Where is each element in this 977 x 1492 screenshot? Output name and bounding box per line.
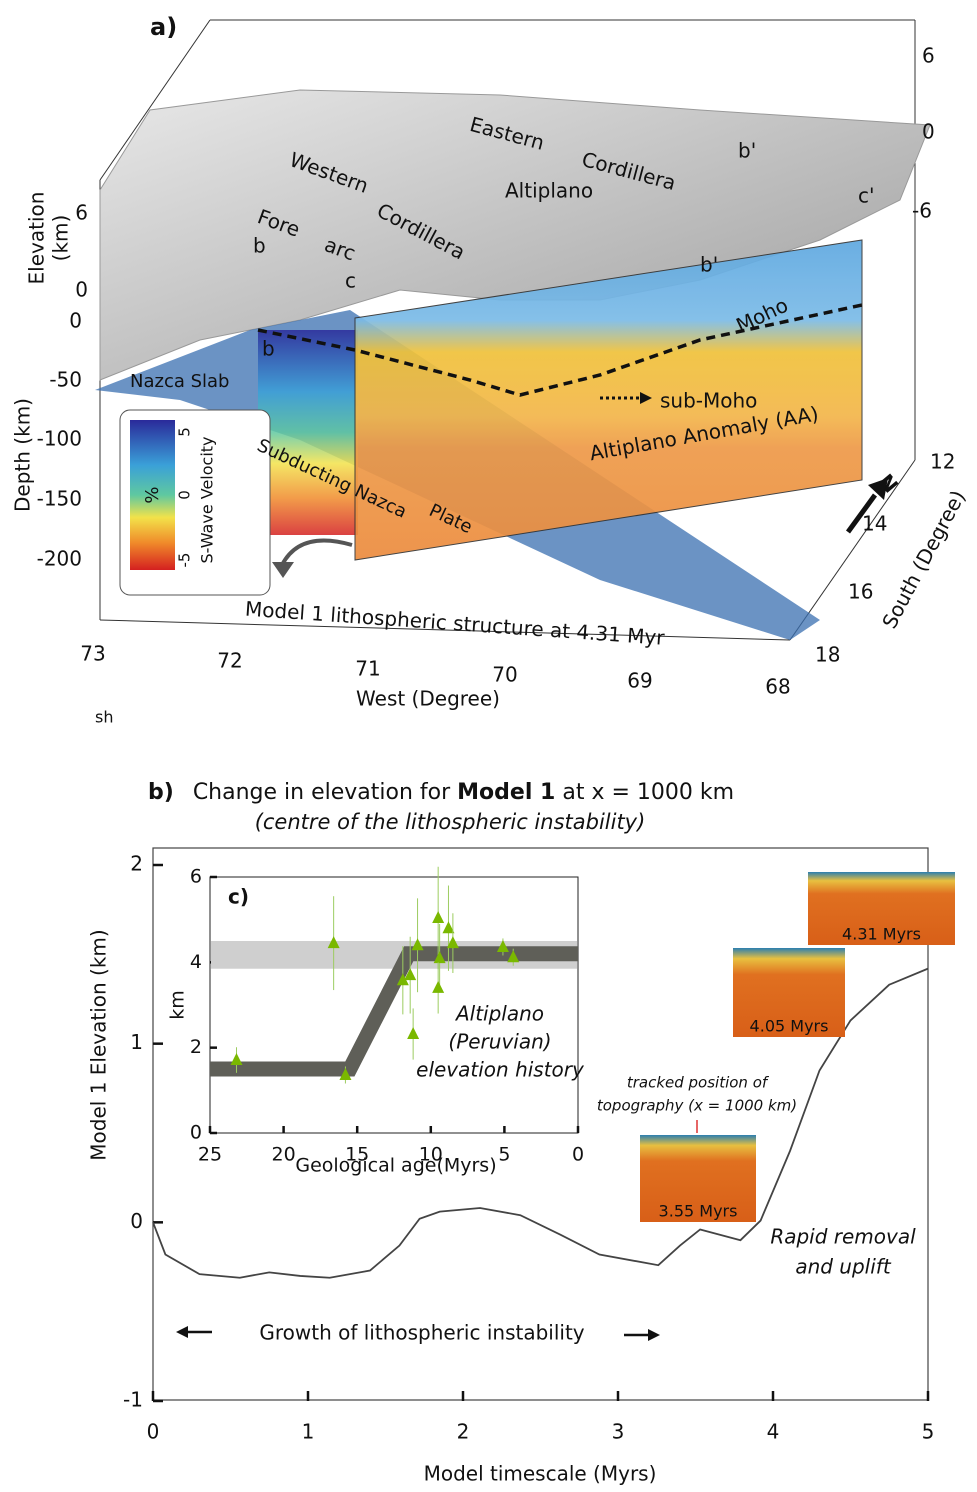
- arrow-head: [176, 1326, 188, 1338]
- tick-label: -50: [49, 368, 82, 392]
- curve-arrow: [282, 541, 352, 566]
- annotation: Growth of lithospheric instability: [259, 1321, 584, 1345]
- tick-label: 18: [815, 643, 840, 667]
- arrow-head: [648, 1329, 660, 1341]
- x-tick-label: 1: [302, 1420, 315, 1444]
- colorbar-unit: %: [142, 486, 163, 503]
- snapshot-label: 4.05 Myrs: [750, 1017, 829, 1036]
- annotation: Altiplano: [454, 1002, 544, 1026]
- figure: a) b) Change in elevation for Model 1 at…: [0, 0, 977, 1492]
- tick-label: 72: [217, 649, 242, 673]
- chart-subtitle: (centre of the lithospheric instability): [255, 810, 646, 834]
- corner-text: sh: [95, 708, 113, 727]
- tick-label: -100: [37, 427, 82, 451]
- y-tick-label: 2: [190, 1036, 202, 1058]
- y-tick-label: 4: [190, 951, 202, 973]
- tick-label: -150: [37, 487, 82, 511]
- tick-label: 69: [627, 669, 652, 693]
- label: sub-Moho: [660, 389, 757, 413]
- panel-label: c): [228, 885, 249, 909]
- tick-label: 0: [922, 120, 935, 144]
- label: b: [262, 337, 275, 361]
- annotation: and uplift: [795, 1255, 892, 1279]
- annotation: elevation history: [416, 1058, 585, 1082]
- label: b: [253, 234, 266, 258]
- panel-label: a): [150, 13, 177, 41]
- tick-label: 0: [69, 309, 82, 333]
- caption: Model 1 lithospheric structure at 4.31 M…: [244, 597, 666, 650]
- tick-label: 12: [930, 450, 955, 474]
- tick-label: 6: [75, 201, 88, 225]
- colorbar-title: S-Wave Velocity: [198, 436, 217, 563]
- annotation: topography (x = 1000 km): [597, 1097, 797, 1115]
- snapshot-label: 3.55 Myrs: [659, 1202, 738, 1221]
- label: c: [345, 269, 356, 293]
- tick-label: 70: [492, 663, 517, 687]
- title-part: at x = 1000 km: [555, 780, 734, 805]
- y-tick-label: -1: [123, 1388, 143, 1412]
- label: Nazca Slab: [130, 371, 229, 392]
- label: Altiplano: [505, 179, 593, 203]
- tick-label: 16: [848, 580, 873, 604]
- x-tick-label: 3: [612, 1420, 625, 1444]
- x-tick-label: 2: [457, 1420, 470, 1444]
- colorbar-tick: -5: [176, 553, 194, 568]
- axis-title: Geological age(Myrs): [295, 1155, 496, 1177]
- section-left: [258, 330, 358, 535]
- axis-title: km: [167, 990, 189, 1020]
- panel-label: b): [148, 780, 174, 805]
- title-part: Model 1: [457, 780, 555, 805]
- label: b': [700, 253, 718, 277]
- axis-title: Depth (km): [11, 398, 35, 512]
- tick-label: 73: [80, 642, 105, 666]
- x-tick-label: 5: [498, 1144, 510, 1166]
- x-tick-label: 4: [767, 1420, 780, 1444]
- axis-title: West (Degree): [356, 687, 500, 711]
- axis-title: Model 1 Elevation (km): [87, 929, 111, 1160]
- y-tick-label: 0: [130, 1209, 143, 1233]
- tick-label: -6: [912, 199, 932, 223]
- x-tick-label: 0: [572, 1144, 584, 1166]
- label: c': [858, 184, 875, 208]
- annotation: tracked position of: [627, 1074, 770, 1092]
- tick-label: 68: [765, 675, 790, 699]
- annotation: (Peruvian): [448, 1030, 551, 1054]
- tick-label: 6: [922, 44, 935, 68]
- x-tick-label: 0: [147, 1420, 160, 1444]
- x-tick-label: 25: [198, 1144, 222, 1166]
- axis-title: Elevation: [25, 192, 49, 285]
- chart-title: b) Change in elevation for Model 1 at x …: [148, 780, 734, 805]
- axis-title: Model timescale (Myrs): [424, 1462, 657, 1486]
- arrow-head: [272, 562, 294, 578]
- axis-title: South (Degree): [877, 486, 970, 632]
- tick-label: 14: [862, 512, 887, 536]
- axis-title: (km): [49, 215, 73, 262]
- snapshot-label: 4.31 Myrs: [842, 925, 921, 944]
- y-tick-label: 6: [190, 866, 202, 888]
- x-tick-label: 5: [922, 1420, 935, 1444]
- y-tick-label: 1: [130, 1030, 143, 1054]
- label: b': [738, 139, 756, 163]
- annotation: Rapid removal: [770, 1225, 916, 1249]
- title-part: Change in elevation for: [193, 780, 457, 805]
- tick-label: 0: [75, 278, 88, 302]
- x-tick-label: 20: [272, 1144, 296, 1166]
- colorbar-tick: 5: [176, 427, 194, 437]
- y-tick-label: 0: [190, 1122, 202, 1144]
- tick-label: -200: [37, 547, 82, 571]
- tick-label: 71: [355, 657, 380, 681]
- colorbar-tick: 0: [176, 490, 194, 500]
- y-tick-label: 2: [130, 852, 143, 876]
